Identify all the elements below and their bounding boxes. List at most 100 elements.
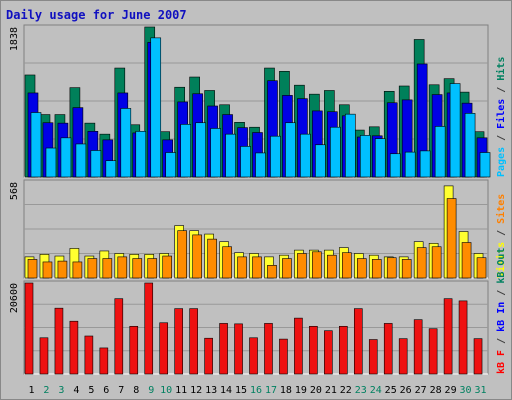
bar-pages-day-14 xyxy=(225,133,236,178)
bar-kb-f-day-13 xyxy=(204,337,213,375)
bar-kb-f-day-23 xyxy=(353,308,363,375)
x-tick-label: 26 xyxy=(400,385,412,396)
legend-entry: / xyxy=(496,81,507,99)
bar-pages-day-16 xyxy=(255,152,266,178)
legend-entry: Visits xyxy=(495,242,507,278)
bar-pages-day-13 xyxy=(210,128,221,178)
bar-kb-f-day-7 xyxy=(114,298,124,375)
bar-kb-f-day-4 xyxy=(69,320,79,375)
bar-sites-day-11 xyxy=(177,230,187,279)
bar-kb-f-day-15 xyxy=(234,323,243,375)
bar-sites-day-17 xyxy=(267,265,277,279)
bar-kb-f-day-18 xyxy=(279,338,288,375)
legend-entry: kB F xyxy=(496,350,507,374)
bar-pages-day-8 xyxy=(135,130,147,178)
legend-entry: / xyxy=(496,332,507,350)
bar-kb-f-day-28 xyxy=(428,328,438,375)
bar-kb-f-day-8 xyxy=(129,325,139,375)
bar-kb-f-day-30 xyxy=(458,300,468,375)
legend-entry: kB In xyxy=(496,302,507,332)
bar-kb-f-day-21 xyxy=(324,330,333,375)
bar-kb-f-day-26 xyxy=(398,338,408,375)
legend: Visits / Sites xyxy=(495,194,507,278)
bar-pages-day-2 xyxy=(45,147,57,178)
bar-kb-f-day-25 xyxy=(383,323,393,375)
bar-pages-day-30 xyxy=(464,113,476,178)
bar-sites-day-15 xyxy=(237,256,247,279)
x-tick-label: 29 xyxy=(445,385,457,396)
bar-sites-day-24 xyxy=(371,259,382,279)
x-tick-label: 10 xyxy=(160,385,172,396)
x-tick-label: 11 xyxy=(175,385,187,396)
x-tick-label: 21 xyxy=(325,385,337,396)
bar-sites-day-27 xyxy=(416,247,427,279)
bar-sites-day-29 xyxy=(446,198,457,279)
bar-kb-f-day-14 xyxy=(219,323,228,375)
legend: Pages / Files / Hits xyxy=(495,57,507,177)
x-tick-label: 13 xyxy=(205,385,217,396)
bar-sites-day-14 xyxy=(222,246,232,279)
bar-pages-day-18 xyxy=(285,122,296,178)
x-tick-label: 12 xyxy=(190,385,202,396)
x-tick-label: 8 xyxy=(133,385,139,396)
bar-pages-day-15 xyxy=(240,146,251,178)
chart-title: Daily usage for June 2007 xyxy=(6,8,187,22)
bar-kb-f-day-2 xyxy=(39,337,49,375)
bar-pages-day-1 xyxy=(30,112,42,178)
bar-sites-day-18 xyxy=(282,258,292,279)
x-tick-label: 2 xyxy=(43,385,49,396)
x-tick-label: 1 xyxy=(28,385,34,396)
x-tick-label: 6 xyxy=(103,385,109,396)
bar-pages-day-25 xyxy=(389,153,401,178)
bar-kb-f-day-31 xyxy=(473,338,483,375)
x-tick-label: 18 xyxy=(280,385,292,396)
bar-sites-day-13 xyxy=(207,238,217,279)
bar-sites-day-4 xyxy=(72,261,83,279)
legend-entry: Hits xyxy=(495,57,507,81)
x-tick-label: 31 xyxy=(474,385,486,396)
x-tick-label: 20 xyxy=(310,385,322,396)
bar-kb-f-day-5 xyxy=(84,335,94,375)
bar-sites-day-25 xyxy=(386,257,397,279)
bar-pages-day-7 xyxy=(120,108,132,178)
bar-sites-day-21 xyxy=(327,254,337,279)
bar-pages-day-9 xyxy=(150,37,162,178)
bar-sites-day-30 xyxy=(461,242,472,279)
bar-sites-day-7 xyxy=(117,256,128,279)
bar-sites-day-26 xyxy=(401,259,412,279)
bar-sites-day-1 xyxy=(27,259,38,279)
bar-pages-day-12 xyxy=(195,122,206,178)
bar-kb-f-day-24 xyxy=(368,339,378,375)
bar-kb-f-day-6 xyxy=(99,347,109,375)
bar-sites-day-22 xyxy=(342,252,352,279)
bar-kb-f-day-22 xyxy=(339,325,348,375)
x-tick-label: 27 xyxy=(415,385,427,396)
bar-sites-day-19 xyxy=(297,253,307,279)
bar-kb-f-day-20 xyxy=(309,325,318,375)
bar-sites-day-23 xyxy=(356,258,367,279)
x-tick-label: 5 xyxy=(88,385,94,396)
x-tick-label: 9 xyxy=(148,385,154,396)
bar-pages-day-6 xyxy=(105,160,117,178)
bar-pages-day-24 xyxy=(374,138,386,178)
bar-sites-day-31 xyxy=(476,257,487,279)
x-tick-label: 30 xyxy=(460,385,472,396)
x-tick-label: 16 xyxy=(250,385,262,396)
bar-kb-f-day-10 xyxy=(159,322,169,375)
x-tick-label: 25 xyxy=(385,385,397,396)
x-tick-label: 3 xyxy=(58,385,64,396)
legend-entry: Sites xyxy=(495,194,507,224)
y-max-label: 20600 xyxy=(9,283,20,313)
bar-kb-f-day-9 xyxy=(144,282,154,375)
bar-kb-f-day-1 xyxy=(24,282,34,375)
bar-pages-day-19 xyxy=(300,133,311,178)
x-tick-label: 15 xyxy=(235,385,247,396)
bar-pages-day-3 xyxy=(60,137,72,178)
bar-sites-day-6 xyxy=(102,258,113,279)
bar-sites-day-16 xyxy=(252,256,262,279)
bar-pages-day-23 xyxy=(359,135,371,178)
x-tick-label: 28 xyxy=(430,385,442,396)
bar-sites-day-20 xyxy=(312,251,322,279)
legend-entry: Files xyxy=(495,99,507,129)
